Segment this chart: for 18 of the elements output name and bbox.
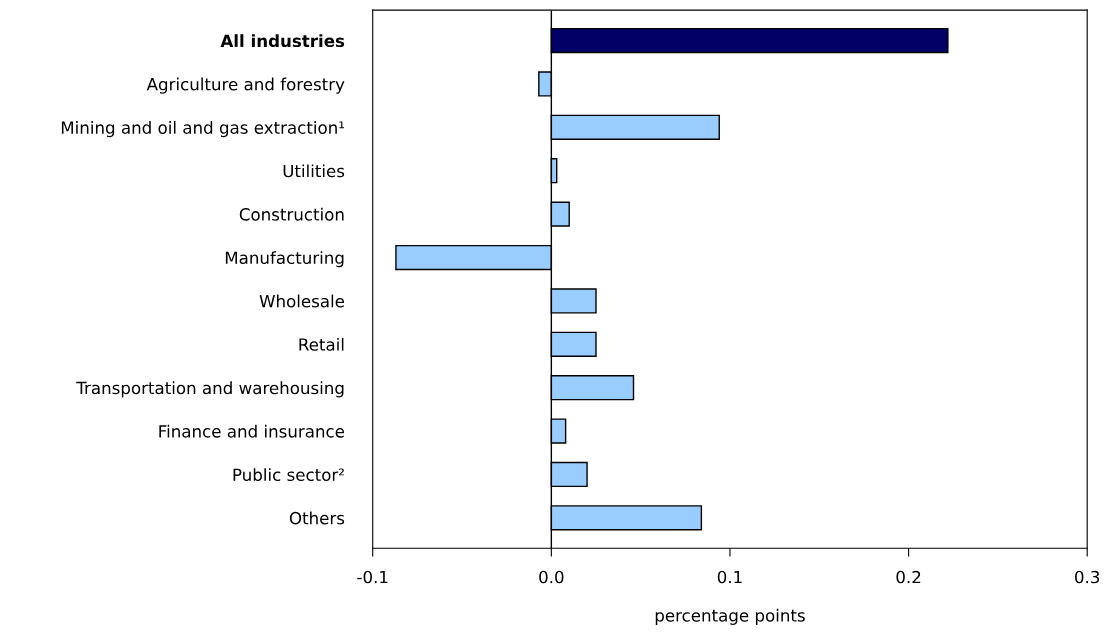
x-tick-label: 0.3 — [1075, 570, 1100, 584]
y-tick-label: Construction — [239, 207, 344, 221]
y-tick-label: Utilities — [283, 164, 345, 178]
x-tick-label: 0.0 — [539, 570, 564, 584]
y-tick-label: All industries — [220, 34, 345, 48]
x-tick-label: 0.2 — [896, 570, 921, 584]
y-tick-label: Others — [289, 511, 345, 525]
x-axis-title: percentage points — [655, 608, 805, 625]
y-tick-label: Transportation and warehousing — [76, 381, 344, 398]
x-tick-label: 0.1 — [717, 570, 742, 584]
y-tick-label: Mining and oil and gas extraction¹ — [61, 121, 345, 138]
y-tick-label: Retail — [299, 337, 344, 351]
x-tick-label: -0.1 — [357, 570, 388, 584]
y-tick-label: Agriculture and forestry — [146, 77, 345, 94]
y-tick-label: Public sector² — [233, 468, 344, 482]
y-tick-label: Finance and insurance — [159, 424, 345, 438]
y-tick-label: Manufacturing — [225, 251, 344, 268]
y-tick-label: Wholesale — [259, 294, 345, 308]
